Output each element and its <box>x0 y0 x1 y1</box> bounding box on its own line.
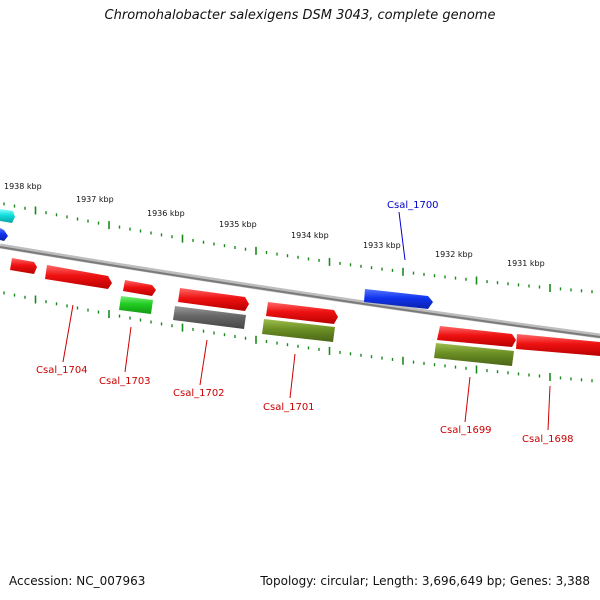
accession-text: Accession: NC_007963 <box>9 574 146 588</box>
leader-line <box>124 326 132 373</box>
scale-label: 1938 kbp <box>4 182 42 191</box>
gene-red[interactable] <box>123 280 156 296</box>
gene-label-csal-1700[interactable]: Csal_1700 <box>387 200 439 211</box>
leader-lines <box>62 211 551 431</box>
scale-label: 1937 kbp <box>76 195 114 204</box>
gene-blue-left-arrow[interactable] <box>0 228 8 241</box>
gene-label-csal-1703[interactable]: Csal_1703 <box>99 376 151 387</box>
lower-scale-ticks <box>3 291 593 383</box>
gene-label-csal-1699[interactable]: Csal_1699 <box>440 425 492 436</box>
gene-red-csal-1702[interactable] <box>178 288 249 311</box>
topology-text: Topology: circular; Length: 3,696,649 bp… <box>260 574 590 588</box>
gene-red-csal-1698[interactable] <box>516 334 600 356</box>
gene-label-csal-1701[interactable]: Csal_1701 <box>263 402 315 413</box>
gene-olive[interactable] <box>262 319 335 342</box>
scale-label: 1936 kbp <box>147 209 185 218</box>
gene-red-csal-1701[interactable] <box>266 302 338 324</box>
gene-gray[interactable] <box>173 306 246 329</box>
leader-line <box>62 304 74 363</box>
gene-red-csal-1704[interactable] <box>45 265 112 289</box>
genome-backbone-shade <box>0 246 600 338</box>
scale-label: 1934 kbp <box>291 231 329 240</box>
gene-label-csal-1702[interactable]: Csal_1702 <box>173 388 225 399</box>
leader-line <box>289 353 296 399</box>
gene-olive[interactable] <box>434 343 514 366</box>
gene-red[interactable] <box>10 258 37 274</box>
leader-line <box>398 211 406 261</box>
scale-labels: 1938 kbp 1937 kbp 1936 kbp 1935 kbp 1934… <box>4 182 545 268</box>
leader-line <box>464 376 471 423</box>
scale-label: 1931 kbp <box>507 259 545 268</box>
gene-blue-csal-1700[interactable] <box>364 289 433 309</box>
scale-label: 1932 kbp <box>435 250 473 259</box>
scale-label: 1933 kbp <box>363 241 401 250</box>
map-title: Chromohalobacter salexigens DSM 3043, co… <box>104 8 496 23</box>
gene-labels: Csal_1700 Csal_1704 Csal_1703 Csal_1702 … <box>36 200 574 445</box>
gene-cyan-arrow[interactable] <box>0 209 15 223</box>
gene-red-csal-1699[interactable] <box>437 326 516 347</box>
gene-green-csal-1703[interactable] <box>119 296 153 314</box>
leader-line <box>547 385 551 431</box>
leader-line <box>199 339 208 386</box>
gene-label-csal-1704[interactable]: Csal_1704 <box>36 365 88 376</box>
gene-label-csal-1698[interactable]: Csal_1698 <box>522 434 574 445</box>
upper-scale-ticks <box>3 202 593 294</box>
scale-label: 1935 kbp <box>219 220 257 229</box>
